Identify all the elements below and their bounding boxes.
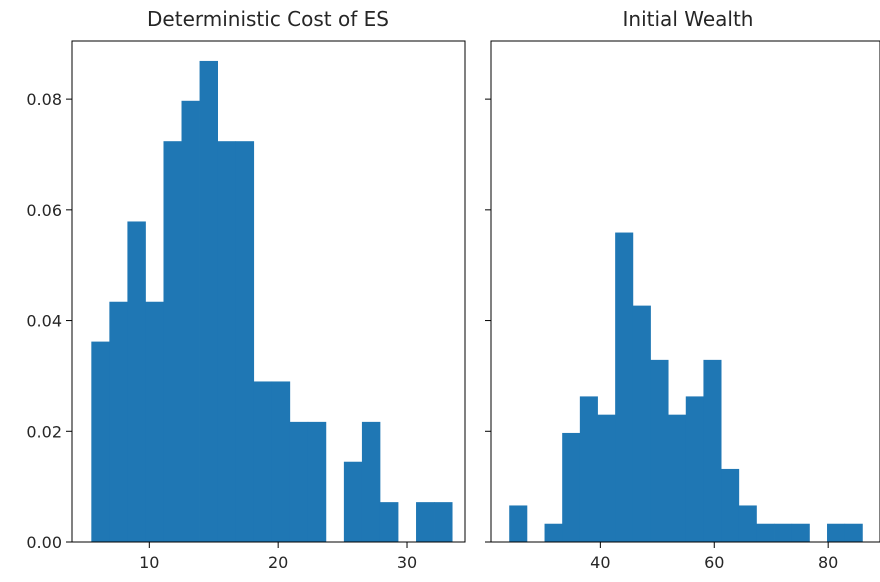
chart-title: Deterministic Cost of ES xyxy=(147,7,389,31)
histogram-panel-cost: Deterministic Cost of ES 10 20 30 0.00 0.02 0… xyxy=(26,7,466,572)
histogram-bar xyxy=(685,396,704,542)
histogram-panel-wealth: Initial Wealth 40 60 80 xyxy=(485,7,880,572)
y-tick-label: 0.04 xyxy=(26,312,62,331)
histogram-bar xyxy=(217,141,237,542)
x-tick-label: 40 xyxy=(590,553,610,572)
y-tick-label: 0.08 xyxy=(26,90,62,109)
histogram-bar xyxy=(668,414,687,542)
histogram-bar xyxy=(379,502,399,542)
histogram-bar xyxy=(650,359,669,542)
histogram-bar xyxy=(738,505,757,542)
histogram-bar xyxy=(91,341,110,542)
x-tick-label: 80 xyxy=(818,553,838,572)
histogram-bar xyxy=(721,468,740,542)
histogram-bar xyxy=(615,232,634,543)
y-tick-label: 0.02 xyxy=(26,422,62,441)
histogram-bar xyxy=(562,432,581,542)
histogram-bar xyxy=(145,301,164,542)
ticks-group: 10 20 30 0.00 0.02 0.04 0.06 0.08 xyxy=(26,90,417,572)
histogram-bar xyxy=(416,502,435,542)
histogram-bar xyxy=(844,523,863,542)
chart-title: Initial Wealth xyxy=(623,7,754,31)
histogram-bar xyxy=(579,396,598,542)
x-tick-label: 30 xyxy=(397,553,417,572)
histogram-bar xyxy=(343,461,363,542)
histogram-bar xyxy=(235,141,255,542)
y-tick-label: 0.06 xyxy=(26,201,62,220)
x-tick-label: 10 xyxy=(139,553,159,572)
histogram-bar xyxy=(181,100,200,542)
histogram-bar xyxy=(271,381,291,542)
y-tick-label: 0.00 xyxy=(26,533,62,552)
histogram-bar xyxy=(544,523,563,542)
histogram-bar xyxy=(253,381,273,542)
histogram-bar xyxy=(703,359,722,542)
histogram-bar xyxy=(791,523,810,542)
histogram-bar xyxy=(434,502,453,542)
histogram-bar xyxy=(127,221,146,542)
histogram-bar xyxy=(774,523,793,542)
x-tick-label: 20 xyxy=(268,553,288,572)
histogram-bar xyxy=(163,141,182,542)
x-tick-label: 60 xyxy=(704,553,724,572)
histogram-bar xyxy=(827,523,846,542)
histogram-bar xyxy=(109,301,128,542)
histogram-bar xyxy=(597,414,616,542)
histogram-bar xyxy=(509,505,528,542)
histogram-bar xyxy=(756,523,775,542)
ticks-group: 40 60 80 xyxy=(485,98,838,572)
plot-frame xyxy=(490,40,880,543)
histogram-bar xyxy=(289,421,309,542)
histogram-bar xyxy=(199,60,218,543)
bars-group xyxy=(91,60,453,543)
histogram-bar xyxy=(632,305,651,542)
histogram-bar xyxy=(307,421,327,542)
bars-group xyxy=(509,232,863,543)
plot-frame xyxy=(71,40,466,543)
histogram-bar xyxy=(361,421,381,542)
